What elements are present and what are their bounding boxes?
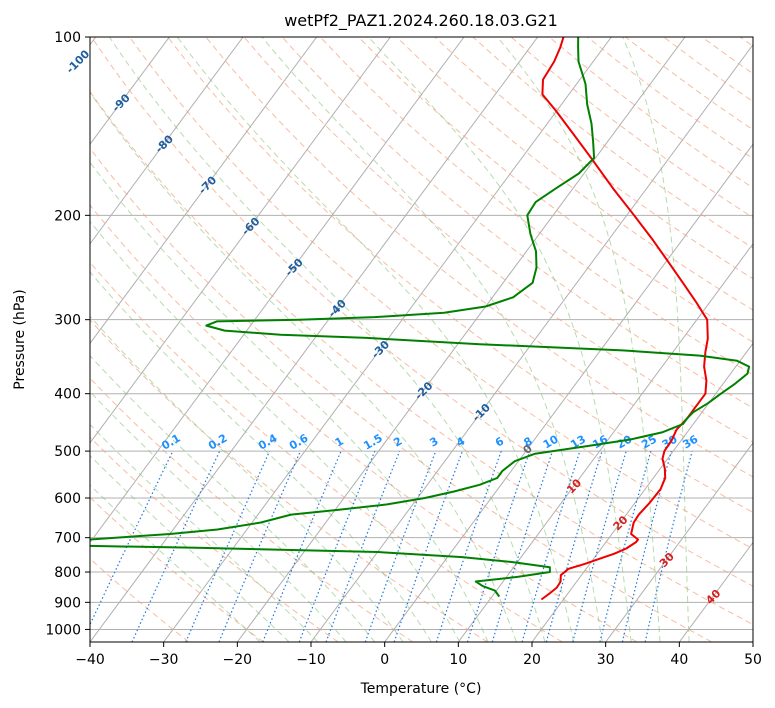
- isotherm-line: [236, 37, 686, 642]
- x-tick-label: 50: [744, 652, 762, 668]
- mixing-ratio-line: [644, 450, 693, 642]
- y-tick-label: 1000: [45, 622, 81, 638]
- y-tick-label: 900: [54, 595, 81, 611]
- dry-adiabat: [319, 37, 753, 376]
- moist-adiabat: [90, 454, 290, 642]
- moist-adiabat: [90, 220, 461, 642]
- moist-adiabat: [368, 37, 632, 642]
- mixing-ratio-line: [466, 450, 531, 642]
- x-tick-label: 40: [670, 652, 688, 668]
- mixing-ratio-line: [393, 450, 463, 642]
- isotherm-line: [310, 43, 753, 642]
- x-tick-label: −20: [223, 652, 253, 668]
- mixing-ratio-line: [298, 450, 376, 642]
- mixing-ratio-line: [621, 450, 672, 642]
- x-axis-label: Temperature (°C): [360, 681, 482, 697]
- dry-adiabat: [90, 261, 563, 642]
- y-tick-label: 400: [54, 387, 81, 403]
- x-tick-label: −30: [149, 652, 179, 668]
- dry-adiabat: [90, 377, 414, 642]
- y-tick-label: 800: [54, 565, 81, 581]
- mixing-ratio-line: [262, 450, 342, 642]
- y-tick-label: 500: [54, 444, 81, 460]
- x-tick-label: 0: [380, 652, 389, 668]
- background-lines: [90, 37, 753, 642]
- y-tick-label: 100: [54, 30, 81, 46]
- isotherm-line: [457, 242, 753, 642]
- isotherm-line: [531, 342, 753, 642]
- plot-frame: [89, 36, 754, 643]
- moist-adiabat: [90, 161, 489, 642]
- dry-adiabat: [90, 204, 638, 642]
- isotherm-line: [384, 143, 753, 642]
- y-tick-label: 600: [54, 491, 81, 507]
- x-tick-label: −10: [296, 652, 326, 668]
- dry-adiabat: [90, 90, 753, 626]
- dry-adiabat: [167, 37, 753, 514]
- y-tick-label: 200: [54, 208, 81, 224]
- moist-adiabat: [90, 484, 261, 642]
- isotherm-line: [90, 37, 244, 245]
- y-tick-label: 300: [54, 313, 81, 329]
- moist-adiabat: [90, 423, 319, 642]
- mixing-ratio-line: [364, 450, 437, 642]
- mixing-ratio-line: [572, 450, 627, 642]
- moist-adiabat: [176, 37, 575, 642]
- moist-adiabat: [90, 271, 432, 642]
- isotherm-line: [90, 37, 465, 544]
- x-tick-label: 20: [523, 652, 541, 668]
- moist-adiabat: [90, 354, 376, 642]
- moist-adiabat: [261, 37, 603, 642]
- mixing-ratio-line: [435, 450, 502, 642]
- x-tick-label: 30: [597, 652, 615, 668]
- x-tick-label: −40: [75, 652, 105, 668]
- isotherm-line: [605, 442, 753, 642]
- moist-adiabat: [90, 91, 517, 642]
- x-axis: −40 −30 −20 −10 0 10 20 30 40 50: [75, 642, 762, 668]
- moist-adiabat: [90, 315, 404, 642]
- dry-adiabat: [129, 37, 753, 550]
- y-axis: 100 200 300 400 500 600 700 800 900 1000: [45, 30, 90, 638]
- isotherm-line: [752, 641, 753, 642]
- dewpoint-profile-line: [90, 37, 751, 598]
- moist-adiabat: [90, 390, 347, 642]
- temperature-profile-line: [540, 37, 709, 601]
- isotherm-line: [90, 37, 170, 146]
- mixing-ratio-line: [599, 450, 652, 642]
- dry-adiabat: [358, 37, 753, 343]
- dry-adiabat: [90, 147, 712, 642]
- mixing-ratio-line: [491, 450, 554, 642]
- mixing-ratio-line: [325, 450, 401, 642]
- y-axis-label: Pressure (hPa): [12, 289, 28, 389]
- isotherm-line: [90, 37, 318, 345]
- isotherm-line: [90, 37, 391, 444]
- moist-adiabat: [108, 37, 546, 642]
- chart-title: wetPf2_PAZ1.2024.260.18.03.G21: [284, 11, 558, 31]
- x-tick-label: 10: [449, 652, 467, 668]
- mixing-ratio-line: [545, 450, 603, 642]
- moist-adiabat: [622, 37, 690, 642]
- dry-adiabat: [396, 37, 753, 311]
- mixing-ratio-line: [218, 450, 302, 642]
- y-tick-label: 700: [54, 531, 81, 547]
- sounding-profiles: [90, 37, 751, 601]
- isotherm-label: -100: [64, 47, 93, 76]
- moist-adiabat: [497, 37, 661, 642]
- mixing-ratio-line: [521, 450, 581, 642]
- dry-adiabat: [90, 37, 753, 587]
- isotherm-line: [90, 37, 539, 642]
- mixing-ratio-line: [185, 450, 271, 642]
